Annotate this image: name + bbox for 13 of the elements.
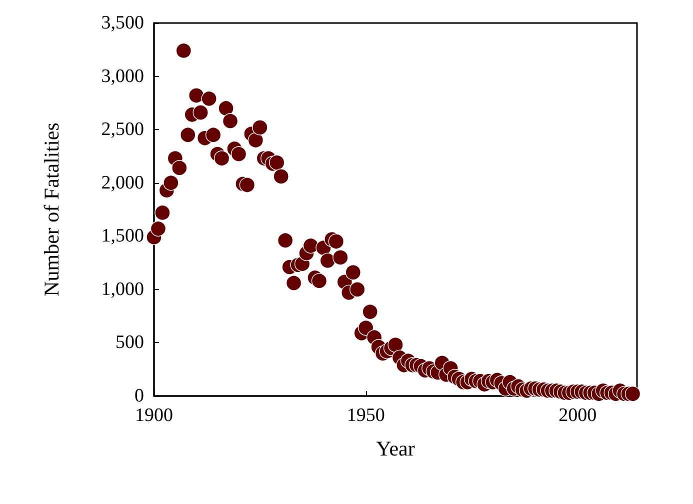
x-axis-title: Year <box>376 436 415 460</box>
y-tick-label: 2,500 <box>101 119 144 140</box>
y-tick-label: 1,500 <box>101 226 144 247</box>
x-tick-label: 1950 <box>346 405 385 426</box>
y-tick-label: 500 <box>116 332 144 354</box>
x-tick-label: 1900 <box>135 405 173 426</box>
y-tick-label: 3,000 <box>101 66 144 87</box>
y-tick-label: 1,000 <box>101 278 144 300</box>
x-tick-label: 2000 <box>558 405 597 426</box>
y-axis-title: Number of Fatalities <box>40 122 64 296</box>
y-tick-label: 2,000 <box>101 172 144 194</box>
y-tick-label: 0 <box>134 386 144 406</box>
y-tick-label: 3,500 <box>101 12 144 34</box>
